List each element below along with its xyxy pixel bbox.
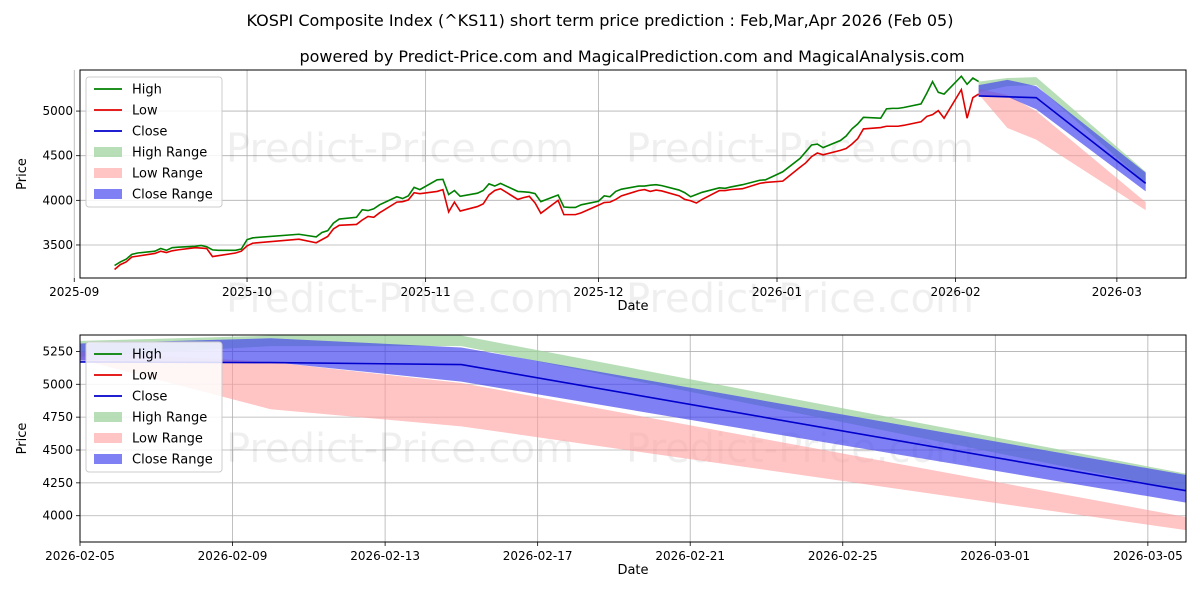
legend-label: Low <box>132 104 158 119</box>
close-series-line <box>978 95 1147 185</box>
legend-label: Close <box>132 125 167 140</box>
chart-subtitle: powered by Predict-Price.com and Magical… <box>299 47 964 66</box>
x-tick-label: 2025-12 <box>573 285 623 299</box>
y-tick-label: 5250 <box>42 344 73 358</box>
x-tick-label: 2026-03 <box>1092 285 1142 299</box>
legend-swatch-patch <box>94 454 122 464</box>
x-tick-label: 2026-03-01 <box>960 549 1030 563</box>
y-tick-label: 4000 <box>42 509 73 523</box>
x-tick-label: 2025-11 <box>401 285 451 299</box>
y-tick-label: 4250 <box>42 476 73 490</box>
chart-title: KOSPI Composite Index (^KS11) short term… <box>247 11 954 30</box>
x-axis-label: Date <box>617 563 648 578</box>
legend-label: High <box>132 348 162 363</box>
x-tick-label: 2026-03-05 <box>1113 549 1183 563</box>
watermark-text: Predict-Price.com <box>226 276 574 322</box>
low-series-line <box>114 87 980 271</box>
legend-label: Low Range <box>132 432 203 447</box>
y-tick-label: 3500 <box>42 238 73 252</box>
x-tick-label: 2026-02-17 <box>503 549 573 563</box>
y-axis-label: Price <box>15 158 30 190</box>
axes-frame <box>79 69 1187 279</box>
legend-label: Close <box>132 390 167 405</box>
x-tick-label: 2025-09 <box>49 285 99 299</box>
low-range-band <box>80 351 1186 531</box>
legend-swatch-patch <box>94 147 122 157</box>
y-tick-label: 4500 <box>42 443 73 457</box>
x-tick-label: 2026-02-05 <box>45 549 115 563</box>
bottom-panel: Predict-Price.comPredict-Price.com2026-0… <box>15 334 1187 578</box>
legend-swatch-patch <box>94 412 122 422</box>
legend-label: Close Range <box>132 453 213 468</box>
legend-swatch-patch <box>94 168 122 178</box>
y-tick-label: 5000 <box>42 104 73 118</box>
x-tick-label: 2026-02 <box>931 285 981 299</box>
x-axis-label: Date <box>617 299 648 314</box>
watermark-text: Predict-Price.com <box>226 126 574 172</box>
legend-label: High <box>132 83 162 98</box>
top-panel: Predict-Price.com Predict-Price.com Predic… <box>15 69 1187 322</box>
legend-label: Low Range <box>132 167 203 182</box>
watermark-text: Predict-Price.com <box>626 126 974 172</box>
x-tick-label: 2026-02-25 <box>808 549 878 563</box>
plot-area <box>114 75 1147 271</box>
x-tick-label: 2026-02-21 <box>655 549 725 563</box>
watermark-text: Predict-Price.com <box>626 276 974 322</box>
y-tick-label: 5000 <box>42 377 73 391</box>
x-tick-label: 2026-02-09 <box>198 549 268 563</box>
close-range-band <box>978 79 1146 192</box>
y-tick-label: 4750 <box>42 410 73 424</box>
y-axis-label: Price <box>15 423 30 455</box>
y-tick-label: 4500 <box>42 149 73 163</box>
legend-swatch-patch <box>94 189 122 199</box>
x-tick-label: 2025-10 <box>222 285 272 299</box>
legend-swatch-patch <box>94 433 122 443</box>
axes-frame <box>79 334 1187 543</box>
x-tick-label: 2026-01 <box>752 285 802 299</box>
low-range-band <box>978 88 1146 211</box>
high-series-line <box>114 75 980 267</box>
legend-label: Low <box>132 369 158 384</box>
legend-label: Close Range <box>132 188 213 203</box>
legend-label: High Range <box>132 146 207 161</box>
x-tick-label: 2026-02-13 <box>350 549 420 563</box>
y-tick-label: 4000 <box>42 193 73 207</box>
legend-label: High Range <box>132 411 207 426</box>
